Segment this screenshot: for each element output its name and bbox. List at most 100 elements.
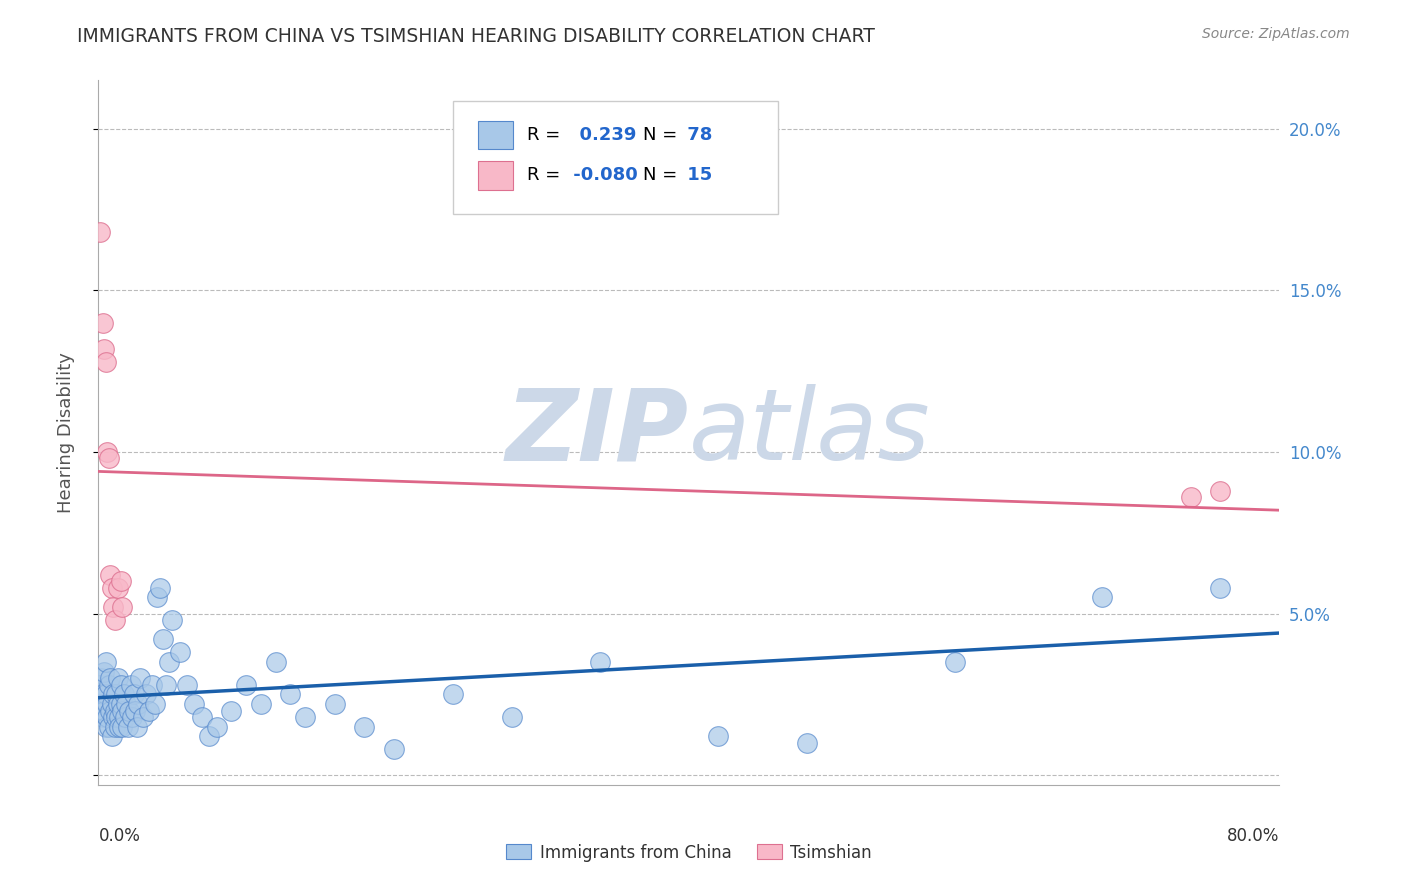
Point	[115, 697, 138, 711]
Point	[135, 688, 157, 702]
Point	[157, 655, 180, 669]
Point	[250, 697, 273, 711]
Point	[91, 316, 114, 330]
Point	[124, 704, 146, 718]
Point	[382, 742, 405, 756]
Point	[176, 678, 198, 692]
Point	[104, 704, 127, 718]
Point	[90, 697, 112, 711]
Point	[100, 581, 122, 595]
Text: R =: R =	[527, 167, 561, 185]
Point	[112, 688, 135, 702]
Point	[110, 697, 132, 711]
Point	[98, 704, 121, 718]
Point	[91, 688, 114, 702]
Point	[100, 697, 122, 711]
Point	[98, 567, 121, 582]
Point	[108, 720, 131, 734]
Point	[264, 655, 287, 669]
Point	[94, 720, 117, 734]
Text: N =: N =	[643, 127, 678, 145]
Point	[97, 720, 120, 734]
Text: R =: R =	[527, 127, 561, 145]
Point	[105, 688, 128, 702]
Point	[280, 688, 302, 702]
Text: 78: 78	[681, 127, 711, 145]
Point	[110, 678, 132, 692]
Point	[294, 710, 316, 724]
Point	[169, 645, 191, 659]
Point	[183, 697, 205, 711]
Point	[132, 710, 155, 724]
Point	[128, 671, 150, 685]
Point	[1209, 581, 1232, 595]
Point	[90, 671, 112, 685]
Point	[89, 678, 111, 692]
Point	[943, 655, 966, 669]
Point	[107, 581, 129, 595]
Point	[120, 678, 142, 692]
FancyBboxPatch shape	[478, 161, 513, 189]
Point	[94, 354, 117, 368]
Text: atlas: atlas	[689, 384, 931, 481]
FancyBboxPatch shape	[453, 102, 778, 214]
Point	[103, 688, 125, 702]
Text: 0.0%: 0.0%	[98, 827, 141, 846]
Point	[93, 665, 115, 679]
Point	[117, 720, 139, 734]
Point	[141, 678, 163, 692]
Text: ZIP: ZIP	[506, 384, 689, 481]
Point	[104, 613, 127, 627]
Point	[122, 688, 145, 702]
Text: Source: ZipAtlas.com: Source: ZipAtlas.com	[1202, 27, 1350, 41]
Point	[107, 697, 129, 711]
Point	[100, 730, 122, 744]
Point	[441, 688, 464, 702]
Point	[96, 697, 118, 711]
Point	[111, 600, 134, 615]
Point	[205, 720, 228, 734]
Point	[118, 704, 141, 718]
Point	[162, 613, 183, 627]
Point	[1091, 591, 1114, 605]
Point	[155, 678, 177, 692]
Point	[91, 710, 114, 724]
Point	[1209, 483, 1232, 498]
Point	[98, 671, 121, 685]
FancyBboxPatch shape	[478, 121, 513, 149]
Point	[111, 704, 134, 718]
Point	[501, 710, 523, 724]
Point	[796, 736, 818, 750]
Point	[94, 688, 117, 702]
Point	[103, 600, 125, 615]
Point	[96, 710, 118, 724]
Point	[108, 710, 131, 724]
Point	[104, 720, 127, 734]
Legend: Immigrants from China, Tsimshian: Immigrants from China, Tsimshian	[499, 837, 879, 868]
Point	[323, 697, 346, 711]
Point	[96, 445, 118, 459]
Point	[93, 342, 115, 356]
Text: 0.239: 0.239	[567, 127, 637, 145]
Point	[105, 710, 128, 724]
Point	[97, 451, 120, 466]
Point	[152, 632, 174, 647]
Point	[110, 574, 132, 589]
Y-axis label: Hearing Disability: Hearing Disability	[56, 352, 75, 513]
Text: N =: N =	[643, 167, 678, 185]
Point	[107, 671, 129, 685]
Point	[127, 697, 149, 711]
Text: 15: 15	[681, 167, 711, 185]
Point	[97, 678, 120, 692]
Point	[103, 710, 125, 724]
Point	[125, 720, 148, 734]
Point	[121, 710, 143, 724]
Point	[707, 730, 730, 744]
Point	[143, 697, 166, 711]
Point	[353, 720, 375, 734]
Point	[198, 730, 221, 744]
Point	[111, 720, 134, 734]
Point	[94, 655, 117, 669]
Point	[114, 710, 136, 724]
Point	[589, 655, 612, 669]
